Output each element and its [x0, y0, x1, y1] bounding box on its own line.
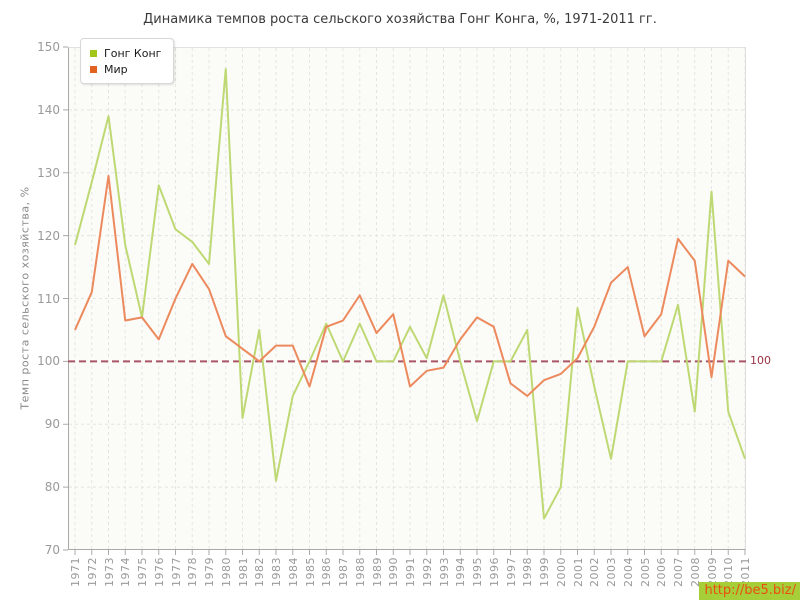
x-tick-label: 1976	[152, 557, 166, 587]
x-tick-label: 1975	[136, 557, 149, 587]
legend-marker-hong-kong-icon	[90, 49, 97, 57]
y-tick-label: 150	[37, 40, 60, 54]
x-tick-label: 1987	[337, 557, 350, 587]
x-tick-label: 2001	[571, 557, 585, 587]
x-tick-label: 1978	[186, 557, 200, 587]
chart-title: Динамика темпов роста сельского хозяйств…	[143, 12, 657, 27]
x-tick-label: 1984	[286, 557, 300, 587]
x-tick-label: 1997	[504, 557, 518, 587]
y-tick-label: 130	[37, 165, 60, 180]
x-tick-label: 1992	[420, 557, 434, 587]
x-tick-label: 2002	[588, 557, 602, 587]
x-tick-label: 1971	[69, 557, 82, 587]
x-tick-label: 1973	[102, 557, 116, 587]
legend-item-hong-kong[interactable]: Гонг Конг	[90, 45, 161, 61]
x-tick-label: 1999	[538, 557, 551, 587]
x-tick-label: 1982	[253, 557, 267, 587]
y-tick-label: 90	[44, 417, 60, 432]
x-tick-label: 2007	[672, 557, 685, 587]
x-tick-label: 1983	[270, 557, 283, 587]
x-tick-label: 1991	[404, 557, 417, 587]
x-tick-label: 1993	[437, 557, 451, 587]
x-tick-label: 1994	[454, 557, 468, 587]
x-tick-label: 1981	[236, 557, 250, 587]
x-tick-label: 2006	[655, 557, 669, 587]
legend-marker-world-icon	[90, 65, 97, 73]
x-tick-label: 1998	[521, 557, 535, 587]
x-tick-label: 1988	[353, 557, 367, 587]
x-tick-label: 1986	[320, 557, 334, 587]
x-tick-label: 1979	[203, 557, 216, 587]
x-tick-label: 1980	[219, 557, 233, 587]
x-tick-label: 1974	[119, 557, 133, 587]
y-tick-label: 120	[37, 228, 60, 243]
y-tick-label: 100	[37, 354, 60, 369]
x-tick-label: 1996	[487, 557, 501, 587]
x-tick-label: 1977	[169, 557, 183, 587]
y-tick-label: 110	[37, 291, 60, 306]
y-tick-label: 80	[44, 480, 60, 495]
x-tick-label: 2004	[621, 557, 635, 587]
y-tick-label: 70	[44, 543, 60, 557]
plot-area	[68, 47, 746, 550]
x-tick-label: 2005	[638, 557, 652, 587]
x-tick-label: 1990	[387, 557, 401, 587]
x-tick-label: 2000	[554, 557, 568, 587]
x-tick-label: 2003	[605, 557, 618, 587]
watermark-link[interactable]: http://be5.biz/	[699, 582, 800, 600]
x-tick-label: 1989	[370, 557, 384, 587]
legend-label-hong-kong: Гонг Конг	[104, 46, 162, 60]
legend-label-world: Мир	[104, 62, 128, 76]
x-tick-label: 1995	[471, 557, 484, 587]
legend: Гонг Конг Мир	[80, 38, 175, 84]
x-tick-label: 1972	[85, 557, 99, 587]
x-tick-label: 1985	[303, 557, 317, 587]
y-tick-label: 140	[37, 102, 60, 117]
legend-item-world[interactable]: Мир	[90, 61, 161, 77]
guide-value-label: 100	[750, 354, 771, 368]
